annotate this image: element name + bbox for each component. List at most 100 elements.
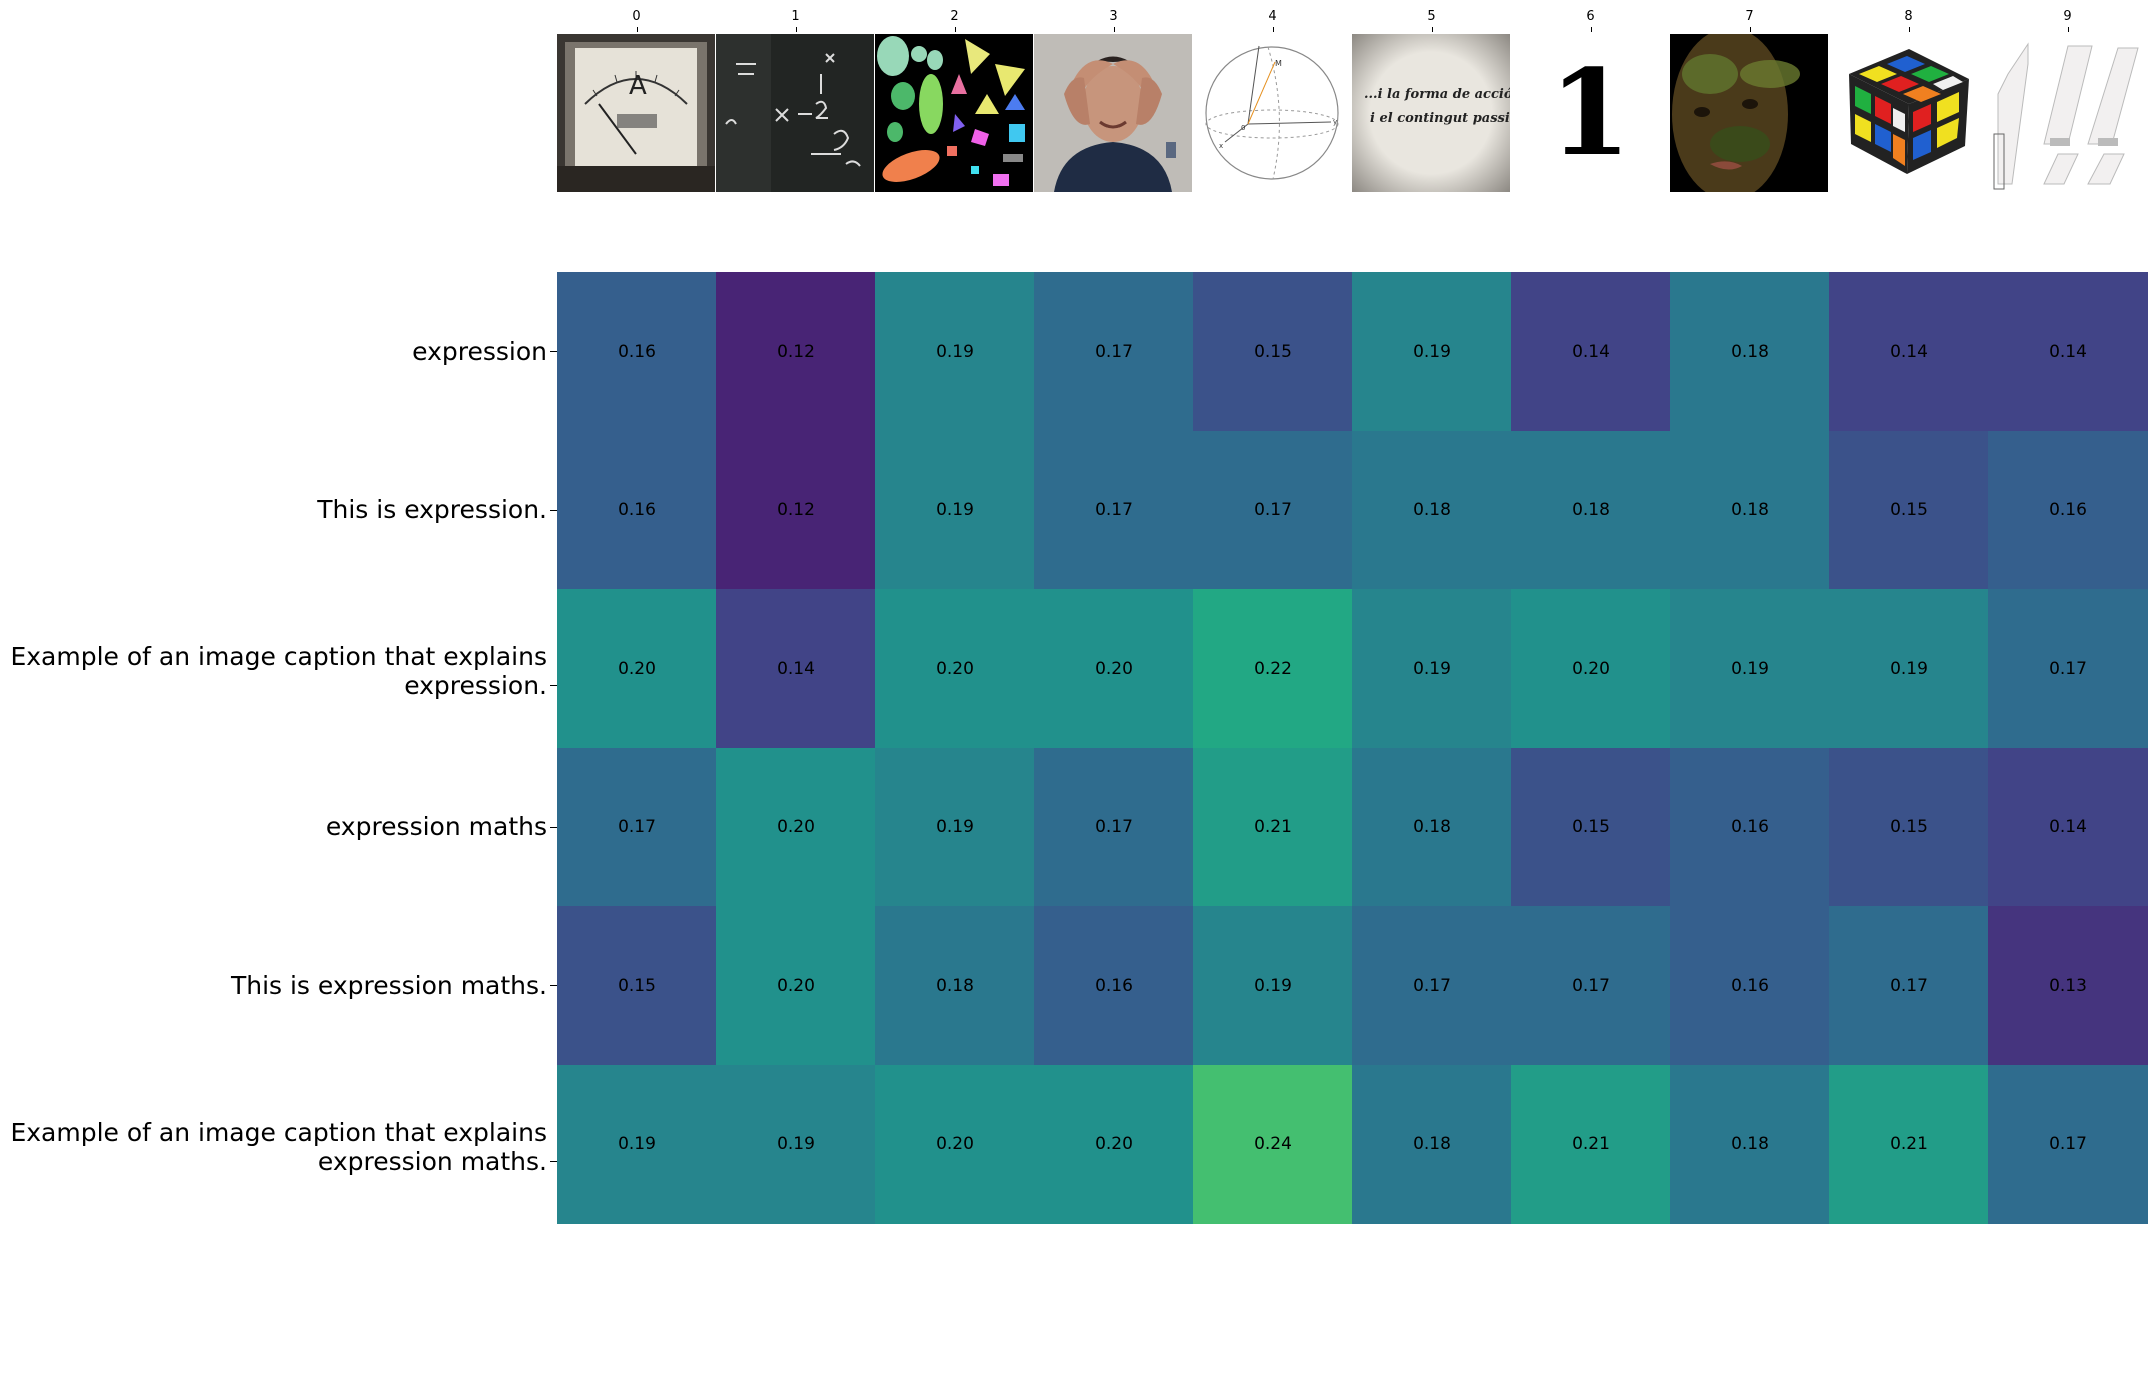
cell-value-label: 0.22: [1254, 658, 1292, 679]
heatmap-cell: 0.17: [1034, 747, 1194, 907]
cell-value-label: 0.16: [618, 500, 656, 521]
column-tick-label: 7: [1745, 9, 1754, 24]
heatmap-cell: 0.17: [1352, 906, 1512, 1066]
column-tick-label: 8: [1904, 9, 1913, 24]
heatmap-cell: 0.12: [716, 430, 876, 590]
column-image-camouflage-face-photo: [1670, 34, 1828, 192]
column-image-colorful-shapes-illustration: [875, 34, 1033, 192]
heatmap-cell: 0.16: [1034, 906, 1194, 1066]
heatmap-cell: 0.18: [1670, 430, 1830, 590]
heatmap-cell: 0.14: [1829, 272, 1989, 432]
heatmap-cell: 0.21: [1193, 747, 1353, 907]
heatmap-cell: 0.20: [1034, 1064, 1194, 1224]
heatmap-cell: 0.17: [1034, 272, 1194, 432]
cell-value-label: 0.18: [1731, 1134, 1769, 1155]
cell-value-label: 0.19: [1413, 341, 1451, 362]
heatmap-cell: 0.15: [1511, 747, 1671, 907]
cell-value-label: 0.12: [777, 500, 815, 521]
cell-value-label: 0.18: [1731, 500, 1769, 521]
heatmap-cell: 0.16: [557, 272, 717, 432]
heatmap-cell: 0.17: [1988, 589, 2148, 749]
heatmap-cell: 0.15: [557, 906, 717, 1066]
heatmap-cell: 0.16: [1670, 747, 1830, 907]
gauge-letter: A: [629, 71, 647, 101]
cell-value-label: 0.19: [1890, 658, 1928, 679]
column-tick-label: 0: [632, 9, 641, 24]
heatmap-cell: 0.14: [1988, 272, 2148, 432]
heatmap-cell: 0.12: [716, 272, 876, 432]
cell-value-label: 0.18: [1413, 817, 1451, 838]
cell-value-label: 0.18: [1413, 500, 1451, 521]
cell-value-label: 0.17: [1254, 500, 1292, 521]
heatmap-cell: 0.20: [716, 747, 876, 907]
cell-value-label: 0.14: [1890, 341, 1928, 362]
column-tick-label: 6: [1586, 9, 1595, 24]
cell-value-label: 0.18: [936, 975, 974, 996]
row-label: expression maths: [325, 812, 547, 842]
heatmap-cell: 0.14: [1511, 272, 1671, 432]
cell-value-label: 0.16: [1731, 817, 1769, 838]
heatmap-cell: 0.16: [1670, 906, 1830, 1066]
heatmap-cell: 0.19: [557, 1064, 717, 1224]
quote-line-2: i el contingut passiu...: [1370, 111, 1510, 126]
cell-value-label: 0.15: [1890, 817, 1928, 838]
cell-value-label: 0.19: [936, 500, 974, 521]
heatmap-cell: 0.13: [1988, 906, 2148, 1066]
cell-value-label: 0.20: [936, 1134, 974, 1155]
cell-value-label: 0.18: [1731, 341, 1769, 362]
cell-value-label: 0.21: [1254, 817, 1292, 838]
cell-value-label: 0.17: [618, 817, 656, 838]
heatmap-cell: 0.18: [1670, 1064, 1830, 1224]
heatmap-cell: 0.20: [557, 589, 717, 749]
column-tick: [1908, 27, 1910, 32]
column-image-3d-axes-sphere-diagram: M y x 0: [1193, 34, 1351, 192]
cell-value-label: 0.16: [1731, 975, 1769, 996]
cell-value-label: 0.17: [1572, 975, 1610, 996]
row-tick: [550, 685, 557, 687]
cell-value-label: 0.19: [936, 341, 974, 362]
column-tick-label: 5: [1427, 9, 1436, 24]
svg-text:0: 0: [1241, 124, 1245, 132]
cell-value-label: 0.20: [618, 658, 656, 679]
cell-value-label: 0.17: [1095, 341, 1133, 362]
cell-value-label: 0.19: [1413, 658, 1451, 679]
row-label: Example of an image caption that explain…: [10, 1117, 547, 1176]
column-tick-label: 4: [1268, 9, 1277, 24]
heatmap-cell: 0.17: [557, 747, 717, 907]
heatmap-cell: 0.18: [1511, 430, 1671, 590]
heatmap-cell: 0.24: [1193, 1064, 1353, 1224]
heatmap-cell: 0.17: [1034, 430, 1194, 590]
cell-value-label: 0.18: [1413, 1134, 1451, 1155]
svg-text:M: M: [1275, 59, 1282, 68]
cell-value-label: 0.20: [777, 817, 815, 838]
row-label: This is expression maths.: [230, 970, 547, 1000]
cell-value-label: 0.17: [1890, 975, 1928, 996]
heatmap-cell: 0.17: [1193, 430, 1353, 590]
row-tick: [550, 1160, 557, 1162]
cell-value-label: 0.15: [618, 975, 656, 996]
heatmap-cell: 0.18: [875, 906, 1035, 1066]
cell-value-label: 0.20: [1095, 1134, 1133, 1155]
cell-value-label: 0.19: [1254, 975, 1292, 996]
svg-text:x: x: [1219, 142, 1223, 150]
heatmap-cell: 0.15: [1829, 430, 1989, 590]
column-tick: [1113, 27, 1115, 32]
cell-value-label: 0.19: [618, 1134, 656, 1155]
heatmap-cell: 0.16: [557, 430, 717, 590]
cell-value-label: 0.12: [777, 341, 815, 362]
cell-value-label: 0.21: [1572, 1134, 1610, 1155]
heatmap-cell: 0.20: [1511, 589, 1671, 749]
quote-line-1: ...i la forma de acció: [1364, 87, 1510, 102]
cell-value-label: 0.24: [1254, 1134, 1292, 1155]
column-tick-label: 3: [1109, 9, 1118, 24]
cell-value-label: 0.21: [1890, 1134, 1928, 1155]
column-tick: [795, 27, 797, 32]
column-image-transparent-blocks-illustration: [1988, 34, 2146, 192]
heatmap-cell: 0.20: [1034, 589, 1194, 749]
heatmap-cell: 0.15: [1829, 747, 1989, 907]
column-tick-label: 2: [950, 9, 959, 24]
heatmap-cell: 0.20: [875, 1064, 1035, 1224]
column-tick: [2067, 27, 2069, 32]
cell-value-label: 0.14: [2049, 817, 2087, 838]
column-image-ammeter-gauge-photo: A: [557, 34, 715, 192]
